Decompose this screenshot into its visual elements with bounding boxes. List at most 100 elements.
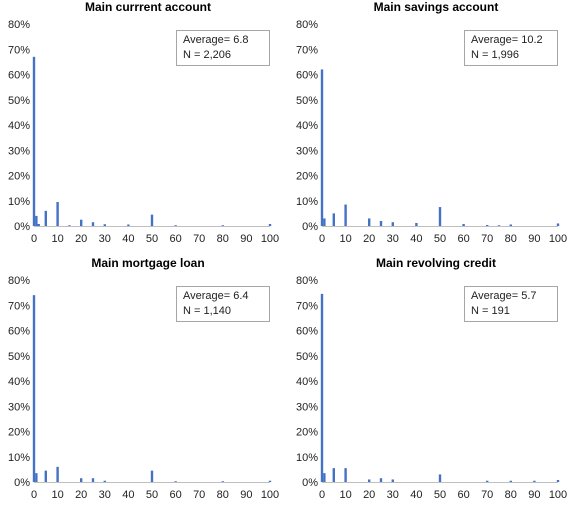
y-tick-label: 50% <box>296 351 318 363</box>
x-tick-label: 70 <box>481 489 493 501</box>
bar <box>323 218 326 226</box>
bar <box>56 202 59 226</box>
bar <box>509 480 512 482</box>
x-tick-label: 100 <box>549 233 567 245</box>
x-tick-label: 20 <box>363 233 375 245</box>
chart-panel: Main savings account 0% 10% 20% 30% 40% 50% 60%… <box>288 0 576 256</box>
chart-svg: Main revolving credit 0% 10% 20% 30% 40% 50% 60… <box>296 256 567 501</box>
bar <box>91 222 95 226</box>
y-tick-label: 40% <box>8 376 30 388</box>
bar <box>415 222 418 226</box>
chart-svg: Main savings account 0% 10% 20% 30% 40% 50% 60%… <box>296 0 567 245</box>
y-tick-label: 60% <box>296 326 318 338</box>
bar <box>268 480 272 482</box>
chart-svg: Main mortgage loan 0% 10% 20% 30% 40% 50% 60% 70… <box>8 256 279 501</box>
bar <box>103 480 106 482</box>
bar <box>391 479 394 482</box>
y-tick-label: 50% <box>8 95 30 107</box>
stats-box: Average= 6.8 N = 2,206 <box>176 30 270 66</box>
stats-n: N = 191 <box>471 305 510 317</box>
bar <box>174 225 177 226</box>
bar <box>35 473 38 482</box>
y-tick-label: 70% <box>296 300 318 312</box>
x-tick-label: 30 <box>387 233 399 245</box>
bar <box>391 222 394 226</box>
y-tick-label: 20% <box>8 427 30 439</box>
y-tick-label: 50% <box>8 351 30 363</box>
bar <box>268 223 272 226</box>
bar <box>332 213 335 226</box>
stats-average: Average= 6.4 <box>183 290 249 302</box>
x-tick-label: 90 <box>240 233 252 245</box>
bar <box>35 215 38 226</box>
bar <box>80 478 83 482</box>
x-tick-label: 60 <box>169 489 181 501</box>
bar <box>368 479 371 482</box>
x-tick-label: 10 <box>51 489 63 501</box>
bar <box>32 295 36 482</box>
stats-box: Average= 5.7 N = 191 <box>464 286 558 322</box>
y-tick-label: 0% <box>302 477 318 489</box>
bar <box>332 468 335 482</box>
x-tick-label: 80 <box>505 233 517 245</box>
x-tick-label: 80 <box>217 489 229 501</box>
x-tick-label: 40 <box>410 233 422 245</box>
y-tick-label: 70% <box>296 44 318 56</box>
x-tick-label: 90 <box>240 489 252 501</box>
stats-average: Average= 5.7 <box>471 290 537 302</box>
bar <box>150 214 154 226</box>
bar <box>368 218 371 226</box>
y-tick-label: 60% <box>296 70 318 82</box>
x-tick-label: 70 <box>193 489 205 501</box>
x-tick-label: 50 <box>146 233 158 245</box>
y-tick-label: 10% <box>296 196 318 208</box>
x-tick-label: 30 <box>99 489 111 501</box>
bar <box>323 473 326 482</box>
x-tick-label: 60 <box>457 489 469 501</box>
bar <box>127 224 130 226</box>
y-tick-label: 80% <box>296 19 318 31</box>
y-tick-label: 70% <box>8 44 30 56</box>
x-tick-label: 60 <box>169 233 181 245</box>
bar <box>344 468 347 482</box>
bar <box>556 479 560 482</box>
bar <box>68 225 71 226</box>
y-tick-label: 40% <box>296 376 318 388</box>
x-tick-label: 90 <box>528 489 540 501</box>
bar <box>56 466 59 482</box>
y-tick-label: 20% <box>296 427 318 439</box>
bar <box>80 219 83 226</box>
chart-title: Main currrent account <box>85 0 211 14</box>
bar <box>37 223 40 226</box>
chart-panel: Main mortgage loan 0% 10% 20% 30% 40% 50% 60% 70… <box>0 256 288 512</box>
bar <box>486 224 489 226</box>
y-tick-label: 80% <box>8 19 30 31</box>
stats-n: N = 1,140 <box>183 305 232 317</box>
bar <box>150 470 154 482</box>
y-tick-label: 40% <box>296 120 318 132</box>
bar <box>32 56 36 227</box>
y-tick-label: 30% <box>8 401 30 413</box>
bar <box>174 481 177 482</box>
x-tick-label: 10 <box>51 233 63 245</box>
bar <box>320 69 324 226</box>
chart-title: Main revolving credit <box>376 256 496 270</box>
bar <box>379 478 383 482</box>
y-tick-label: 40% <box>8 120 30 132</box>
x-tick-label: 40 <box>410 489 422 501</box>
bar <box>44 210 47 226</box>
bar <box>556 223 560 226</box>
chart-panel: Main revolving credit 0% 10% 20% 30% 40% 50% 60… <box>288 256 576 512</box>
bar <box>44 470 47 482</box>
stats-average: Average= 6.8 <box>183 34 249 46</box>
y-tick-label: 30% <box>296 401 318 413</box>
y-tick-label: 30% <box>8 145 30 157</box>
chart-title: Main savings account <box>374 0 499 14</box>
x-tick-label: 80 <box>217 233 229 245</box>
bar <box>486 480 489 482</box>
bar <box>533 480 536 482</box>
x-tick-label: 40 <box>122 233 134 245</box>
x-tick-label: 80 <box>505 489 517 501</box>
bar <box>509 224 512 226</box>
x-tick-label: 90 <box>528 233 540 245</box>
